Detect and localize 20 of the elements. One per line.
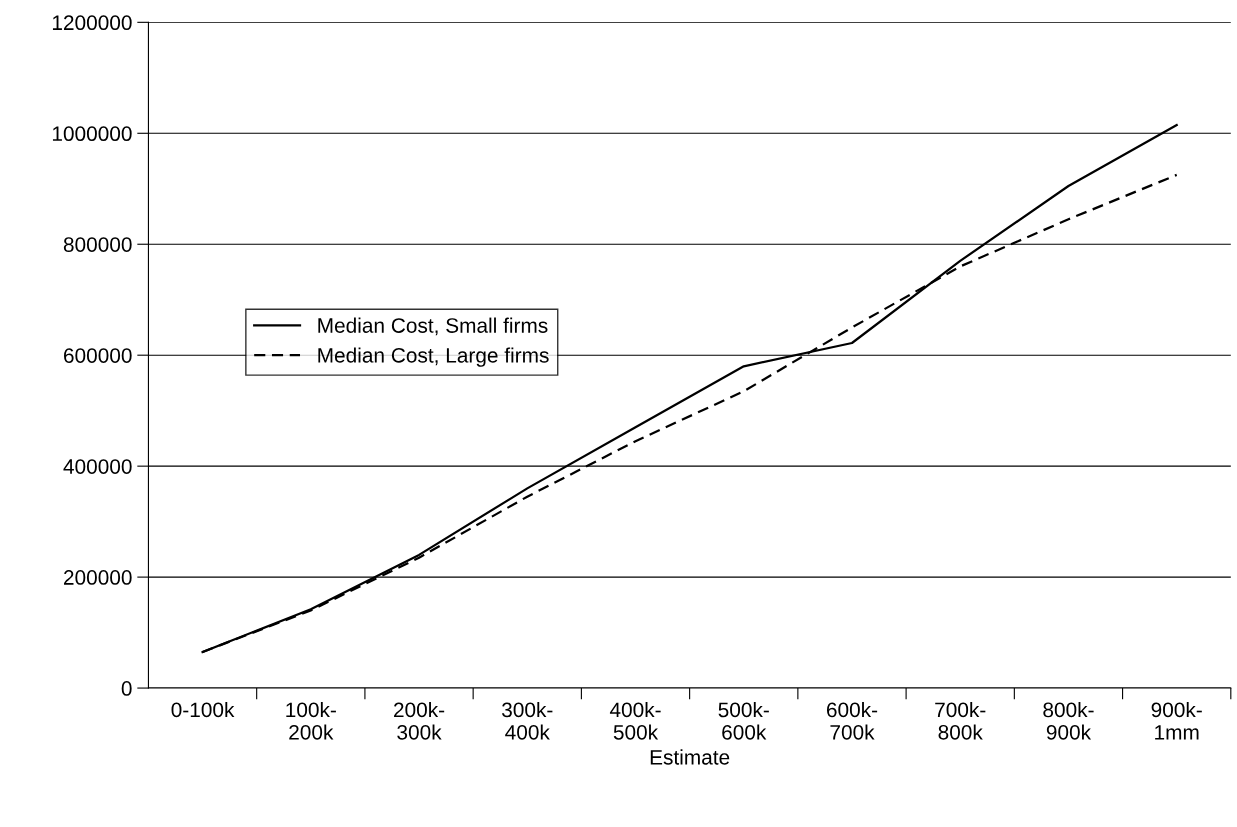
x-tick-label: 800k- 900k <box>1043 701 1094 740</box>
x-tick-label: 200k- 300k <box>394 701 445 740</box>
y-tick-label: 1200000 <box>52 15 132 31</box>
x-tick-label: 900k- 1mm <box>1151 701 1202 740</box>
x-tick-label: 500k- 600k <box>718 701 769 740</box>
y-tick-label: 0 <box>121 681 132 696</box>
legend-label: Median Cost, Large firms <box>318 347 549 367</box>
x-tick-label: 300k- 400k <box>502 701 553 740</box>
x-tick-label: 600k- 700k <box>826 701 878 740</box>
x-axis-title: Estimate <box>650 749 730 765</box>
y-tick-label: 600000 <box>64 348 132 363</box>
x-tick-label: 100k- 200k <box>286 701 336 740</box>
y-tick-label: 1000000 <box>52 126 132 142</box>
x-tick-label: 0-100k <box>171 701 235 718</box>
y-tick-label: 200000 <box>64 570 132 585</box>
y-tick-label: 800000 <box>63 237 132 252</box>
x-tick-label: 700k- 800k <box>935 701 986 740</box>
legend-label: Median Cost, Small firms <box>318 317 548 336</box>
y-tick-label: 400000 <box>63 459 132 474</box>
x-tick-label: 400k- 500k <box>609 701 661 740</box>
